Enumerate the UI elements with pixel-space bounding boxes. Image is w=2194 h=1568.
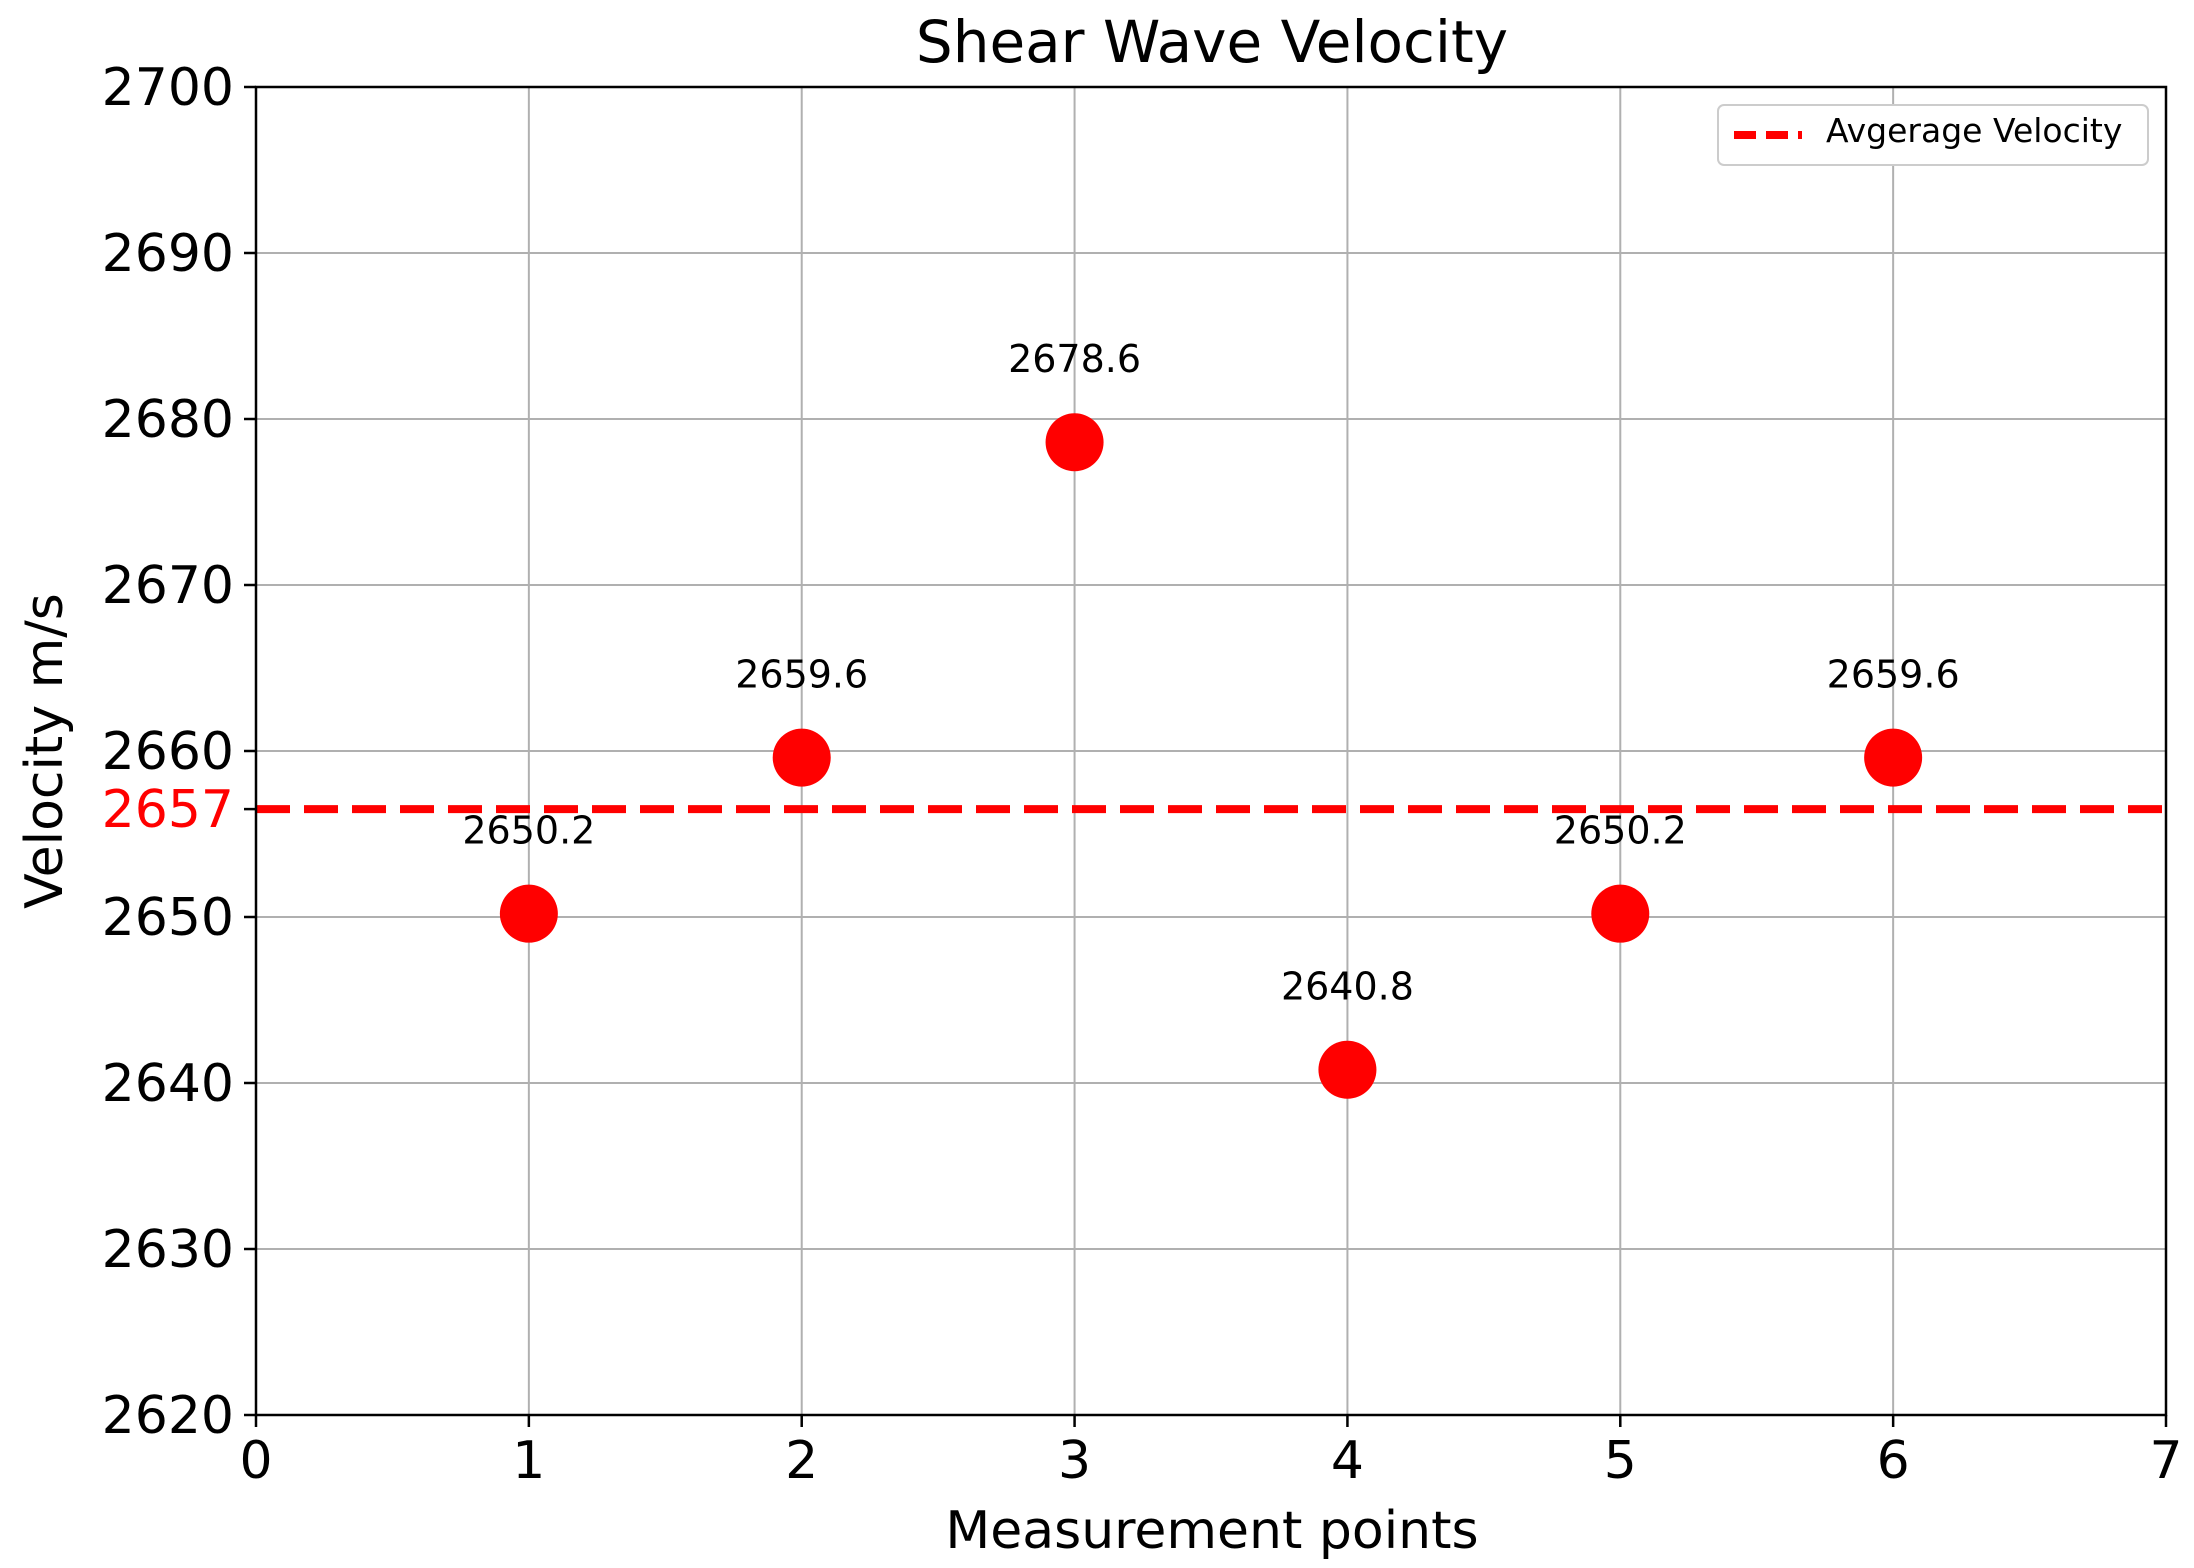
y-tick-label: 2640: [102, 1054, 234, 1114]
data-point: [1318, 1040, 1377, 1099]
y-tick-label: 2630: [102, 1220, 234, 1280]
y-tick-label: 2680: [102, 390, 234, 450]
data-label: 2678.6: [1008, 337, 1141, 381]
data-label: 2659.6: [735, 653, 868, 697]
y-axis-ticks: 2620 2630 2640 2650 2660 2670 2680 2690 2700 2657: [102, 58, 256, 1446]
data-point: [1045, 413, 1104, 472]
legend: Avgerage Velocity: [1717, 104, 2149, 166]
data-labels: 2650.2 2659.6 2678.6 2640.8 2650.2 2659.6: [462, 337, 1959, 1008]
x-axis-title: Measurement points: [945, 1501, 1478, 1561]
x-tick-label: 2: [785, 1431, 818, 1491]
y-tick-label: 2690: [102, 224, 234, 284]
x-tick-label: 6: [1877, 1431, 1910, 1491]
data-label: 2650.2: [462, 809, 595, 853]
y-tick-label: 2650: [102, 888, 234, 948]
data-label: 2650.2: [1554, 809, 1687, 853]
average-tick-label: 2657: [102, 780, 234, 840]
x-tick-label: 4: [1331, 1431, 1364, 1491]
data-label: 2659.6: [1827, 653, 1960, 697]
y-tick-label: 2620: [102, 1386, 234, 1446]
chart-title: Shear Wave Velocity: [916, 8, 1508, 76]
x-axis-ticks: 0 1 2 3 4 5 6 7: [239, 1415, 2183, 1491]
y-tick-label: 2660: [102, 722, 234, 782]
y-tick-label: 2670: [102, 556, 234, 616]
x-tick-label: 3: [1058, 1431, 1091, 1491]
data-point: [1864, 728, 1923, 787]
legend-frame: [1717, 104, 2149, 166]
legend-label-average-velocity: Avgerage Velocity: [1826, 111, 2122, 150]
data-points: [499, 413, 1923, 1099]
x-tick-label: 0: [239, 1431, 272, 1491]
x-tick-label: 1: [512, 1431, 545, 1491]
x-tick-label: 7: [2149, 1431, 2182, 1491]
data-point: [772, 728, 831, 787]
data-label: 2640.8: [1281, 965, 1414, 1009]
y-axis-title: Velocity m/s: [15, 593, 75, 909]
x-tick-label: 5: [1604, 1431, 1637, 1491]
y-tick-label: 2700: [102, 58, 234, 118]
data-point: [499, 884, 558, 943]
data-point: [1591, 884, 1650, 943]
